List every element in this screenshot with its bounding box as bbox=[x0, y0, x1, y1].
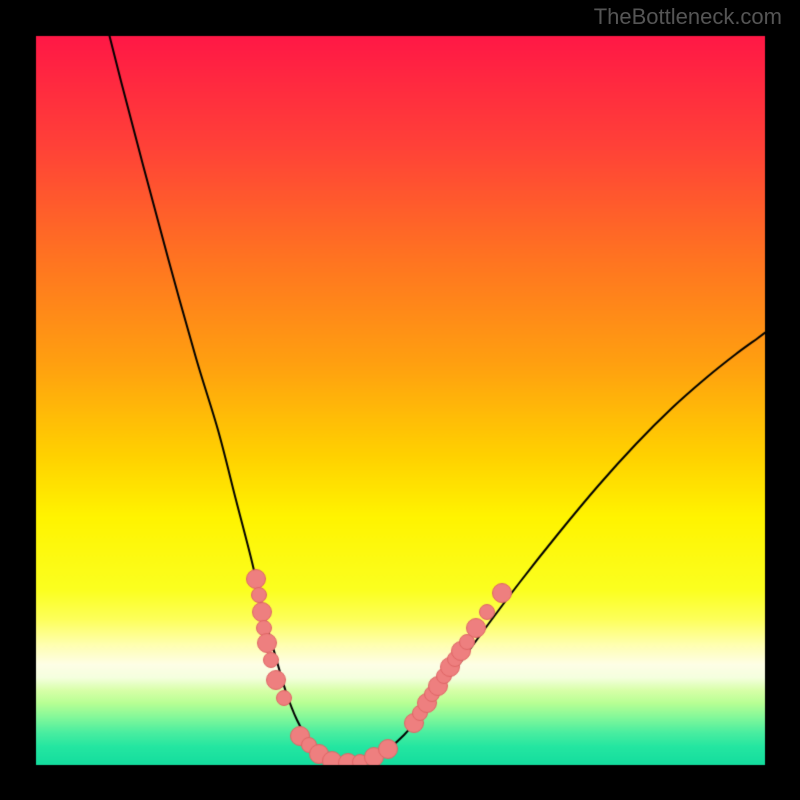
chart-frame: TheBottleneck.com bbox=[0, 0, 800, 800]
bottleneck-chart-canvas bbox=[0, 0, 800, 800]
